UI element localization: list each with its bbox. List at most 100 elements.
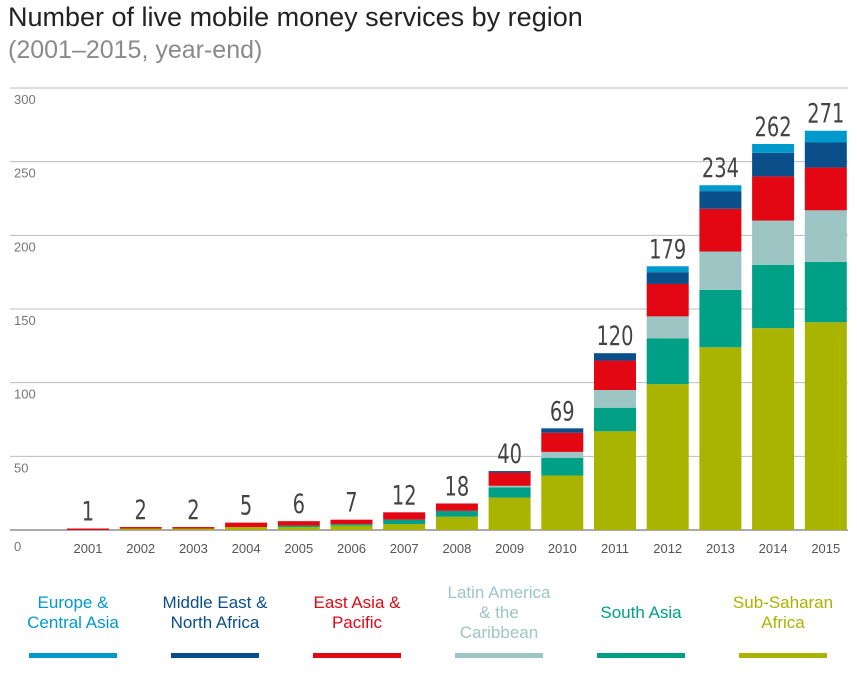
y-tick-label: 150	[14, 313, 36, 328]
legend-swatch	[29, 653, 117, 658]
bar-segment-sub-saharan-africa	[646, 384, 689, 530]
bar-segment-latin-america-the-caribbean	[488, 485, 531, 488]
legend-swatch	[171, 653, 259, 658]
bar-segment-sub-saharan-africa	[172, 528, 215, 530]
x-tick-label: 2011	[601, 541, 629, 556]
legend-label-line: Europe &	[37, 593, 109, 612]
bar-total-label: 6	[293, 488, 305, 520]
bar-segment-middle-east-north-africa	[541, 428, 584, 433]
bar-segment-sub-saharan-africa	[699, 347, 742, 530]
x-tick-label: 2002	[126, 541, 155, 556]
x-tick-label: 2015	[811, 541, 840, 556]
chart-title: Number of live mobile money services by …	[8, 2, 583, 32]
bar-segment-east-asia-pacific	[646, 283, 689, 317]
legend-label-line: & the	[479, 603, 519, 622]
legend-swatch	[739, 653, 827, 658]
bar-segment-sub-saharan-africa	[277, 527, 320, 530]
bar-segment-europe-central-asia	[646, 266, 689, 273]
legend-item-sub-saharan-africa: Sub-Saharan Africa	[713, 588, 853, 638]
legend-item-east-asia-pacific: East Asia & Pacific	[287, 588, 427, 638]
bar-total-label: 2	[135, 494, 147, 526]
legend-label-line: Middle East &	[162, 593, 268, 612]
x-tick-label: 2013	[706, 541, 735, 556]
bar-segment-sub-saharan-africa	[804, 322, 847, 530]
bar-segment-middle-east-north-africa	[752, 152, 795, 177]
legend-label-line: Central Asia	[27, 613, 119, 632]
legend-label-line: Caribbean	[459, 623, 539, 642]
bar-segment-sub-saharan-africa	[435, 516, 478, 530]
legend-item-europe-central-asia: Europe & Central Asia	[3, 588, 143, 638]
legend-item-south-asia: South Asia	[571, 588, 711, 638]
chart-legend: Europe & Central Asia Middle East & Nort…	[0, 583, 857, 668]
legend-label-line: Pacific	[331, 613, 383, 632]
x-tick-label: 2007	[390, 541, 419, 556]
legend-swatch	[597, 653, 685, 658]
x-tick-label: 2006	[337, 541, 366, 556]
bar-segment-east-asia-pacific	[172, 527, 215, 529]
bar-segment-sub-saharan-africa	[330, 525, 373, 530]
bar-segment-latin-america-the-caribbean	[541, 451, 584, 458]
bar-total-label: 179	[649, 233, 686, 265]
legend-item-latin-america-caribbean: Latin America & the Caribbean	[429, 583, 569, 643]
bar-segment-middle-east-north-africa	[646, 272, 689, 284]
bar-total-label: 120	[596, 320, 633, 352]
bar-segment-south-asia	[646, 338, 689, 385]
bar-segment-east-asia-pacific	[277, 521, 320, 526]
bar-segment-latin-america-the-caribbean	[646, 316, 689, 339]
bar-total-label: 2	[187, 494, 199, 526]
bar-segment-middle-east-north-africa	[594, 353, 636, 361]
bar-segment-east-asia-pacific	[67, 528, 109, 530]
x-tick-label: 2004	[232, 541, 261, 556]
legend-label-line: Sub-Saharan	[732, 593, 834, 612]
legend-label-line: Latin America	[447, 583, 551, 602]
legend-swatch	[313, 653, 401, 658]
bar-segment-south-asia	[752, 264, 795, 329]
y-tick-label: 100	[14, 387, 36, 402]
bar-segment-south-asia	[277, 525, 320, 528]
bar-segment-east-asia-pacific	[804, 167, 847, 211]
bar-segment-latin-america-the-caribbean	[804, 210, 847, 262]
bar-segment-sub-saharan-africa	[752, 328, 795, 530]
bar-total-label: 271	[807, 97, 844, 129]
y-tick-label: 0	[14, 539, 21, 554]
bar-segment-south-asia	[330, 524, 373, 526]
bar-segment-east-asia-pacific	[699, 208, 742, 252]
x-tick-label: 2012	[653, 541, 682, 556]
bar-segment-middle-east-north-africa	[488, 471, 531, 473]
bar-segment-south-asia	[383, 519, 426, 525]
bar-segment-south-asia	[804, 261, 847, 323]
y-tick-label: 50	[14, 460, 28, 475]
bar-segment-sub-saharan-africa	[119, 528, 162, 530]
bar-segment-europe-central-asia	[804, 130, 847, 143]
bar-segment-latin-america-the-caribbean	[594, 390, 636, 408]
bar-segment-sub-saharan-africa	[541, 475, 584, 530]
bar-segment-east-asia-pacific	[119, 527, 162, 529]
bar-segment-europe-central-asia	[752, 143, 795, 153]
bar-total-label: 69	[550, 395, 575, 427]
legend-item-middle-east-north-africa: Middle East & North Africa	[145, 588, 285, 638]
bar-segment-east-asia-pacific	[225, 522, 268, 528]
bar-total-label: 234	[702, 152, 739, 184]
bar-segment-south-asia	[699, 289, 742, 348]
stacked-bar-chart: 0 50 100 150 200 250 300 1 2001 2 2002 2 2003 5 2004 6 2…	[10, 87, 848, 556]
bar-segment-europe-central-asia	[699, 185, 742, 192]
bar-segment-sub-saharan-africa	[594, 431, 636, 530]
x-tick-label: 2010	[548, 541, 577, 556]
y-tick-label: 200	[14, 239, 36, 254]
bar-segment-middle-east-north-africa	[804, 142, 847, 168]
bar-segment-sub-saharan-africa	[383, 524, 426, 530]
legend-label-line: South Asia	[600, 603, 682, 622]
bar-total-label: 40	[497, 438, 522, 470]
legend-label-line: Africa	[761, 613, 805, 632]
bar-total-label: 12	[392, 479, 417, 511]
bar-segment-middle-east-north-africa	[699, 191, 742, 209]
x-tick-label: 2009	[495, 541, 524, 556]
bar-segment-sub-saharan-africa	[488, 497, 531, 530]
legend-swatch	[455, 653, 543, 658]
bar-segment-latin-america-the-caribbean	[699, 251, 742, 290]
x-tick-label: 2001	[74, 541, 103, 556]
chart-subtitle: (2001–2015, year-end)	[8, 36, 263, 64]
bar-segment-east-asia-pacific	[330, 519, 373, 525]
bar-segment-south-asia	[594, 407, 636, 432]
bar-segment-east-asia-pacific	[752, 176, 795, 221]
